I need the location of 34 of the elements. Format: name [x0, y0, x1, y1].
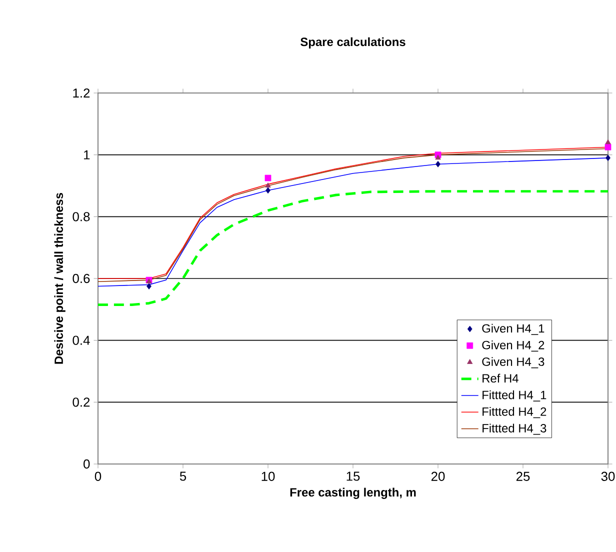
x-tick-label: 5 — [180, 472, 186, 481]
legend-label: Given H4_2 — [482, 340, 544, 352]
x-tick-label: 20 — [431, 472, 445, 481]
legend-label: Fittted H4_2 — [482, 407, 546, 418]
point — [435, 154, 441, 160]
y-tick-label: 1.2 — [73, 88, 90, 98]
chart-title: Spare calculations — [300, 37, 406, 48]
legend-label: Given H4_3 — [482, 357, 544, 368]
y-tick-label: 0.4 — [72, 336, 90, 345]
point — [265, 182, 271, 188]
x-tick-label: 30 — [601, 472, 615, 481]
legend-label: Given H4_1 — [482, 324, 544, 335]
x-axis-title: Free casting length, m — [290, 488, 416, 499]
x-tick-label: 25 — [516, 472, 530, 481]
y-tick-label: 0.8 — [72, 212, 90, 222]
point — [436, 160, 440, 168]
legend-label: Fittted H4_1 — [482, 390, 546, 402]
line-series — [96, 190, 610, 306]
y-tick-label: 0.6 — [72, 274, 90, 284]
y-tick-label: 0.2 — [72, 398, 90, 407]
x-tick-label: 10 — [262, 472, 275, 481]
point — [146, 283, 152, 290]
point — [264, 174, 272, 182]
point — [604, 144, 612, 150]
y-tick-label: 1 — [84, 150, 90, 160]
x-tick-label: 0 — [94, 472, 102, 481]
point — [606, 154, 610, 162]
y-tick-label: 0 — [84, 459, 90, 469]
y-axis-title: Desicive point / wall thickness — [54, 192, 66, 364]
point — [266, 187, 270, 194]
point — [605, 139, 611, 144]
legend-label: Ref H4 — [482, 374, 518, 383]
x-tick-label: 15 — [346, 472, 360, 481]
legend-label: Fittted H4_3 — [482, 424, 546, 435]
